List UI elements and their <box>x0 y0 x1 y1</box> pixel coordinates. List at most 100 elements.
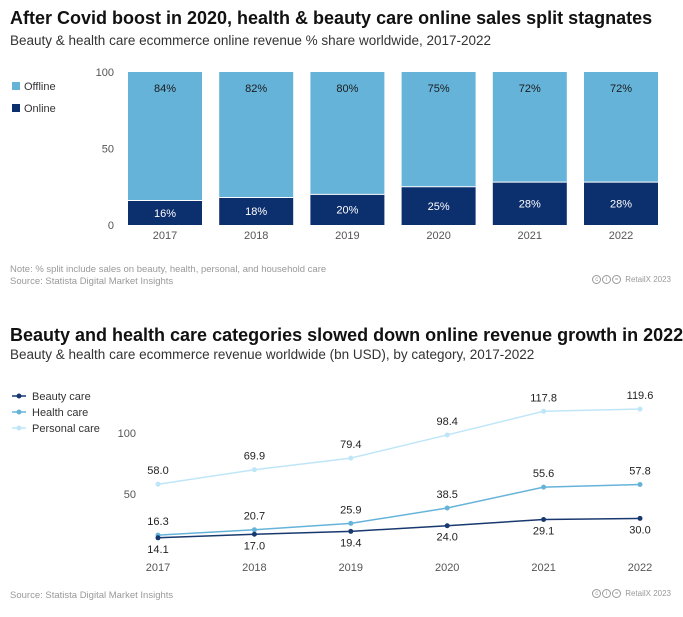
legend-label-offline: Offline <box>24 81 56 93</box>
bar-online <box>492 182 567 225</box>
bar-offline <box>310 72 385 195</box>
data-label-health: 16.3 <box>147 516 168 528</box>
point-personal <box>444 432 450 438</box>
chart2-brand: c i = RetailX 2023 <box>592 589 671 598</box>
point-personal <box>155 481 161 487</box>
data-label-health: 20.7 <box>244 511 265 523</box>
y-tick-label: 100 <box>96 67 114 79</box>
x-tick-label: 2017 <box>153 230 177 242</box>
x-tick-label: 2018 <box>244 230 268 242</box>
data-label-beauty: 29.1 <box>533 525 554 537</box>
chart1-subtitle: Beauty & health care ecommerce online re… <box>10 33 492 48</box>
legend-label-personal: Personal care <box>32 423 100 435</box>
series-line-beauty <box>157 517 641 539</box>
data-label-offline: 84% <box>154 83 176 95</box>
data-label-beauty: 30.0 <box>629 524 650 536</box>
bar-offline <box>401 72 476 187</box>
data-label-personal: 98.4 <box>436 416 457 428</box>
bar-online <box>128 200 202 225</box>
data-label-health: 57.8 <box>629 465 650 477</box>
data-label-online: 20% <box>336 205 358 217</box>
bar-offline <box>492 72 567 183</box>
data-label-personal: 119.6 <box>627 390 654 402</box>
chart1-bar-chart: Offline Online 0 50 100 84% 16% 2017 82% 18% 2018 8… <box>12 67 658 242</box>
data-label-personal: 69.9 <box>244 451 265 463</box>
point-beauty <box>637 515 643 521</box>
creative-commons-icon: c i = <box>592 275 622 284</box>
x-tick-label: 2018 <box>242 562 266 574</box>
data-label-beauty: 24.0 <box>436 532 457 544</box>
chart1-note: Note: % split include sales on beauty, h… <box>10 264 327 275</box>
data-label-personal: 58.0 <box>147 465 168 477</box>
point-personal <box>637 406 643 412</box>
bar-offline <box>584 72 658 183</box>
chart1-title: After Covid boost in 2020, health & beau… <box>10 8 653 28</box>
data-label-online: 16% <box>154 208 176 220</box>
legend-marker-personal <box>16 425 22 431</box>
bar-offline <box>219 72 294 198</box>
bar-offline <box>128 72 202 201</box>
legend-label-beauty: Beauty care <box>32 391 91 403</box>
y-tick-label: 50 <box>102 144 114 156</box>
data-label-online: 28% <box>610 199 632 211</box>
data-label-health: 55.6 <box>533 468 554 480</box>
legend-label-health: Health care <box>32 407 88 419</box>
point-beauty <box>251 531 257 537</box>
chart2-brand-label: RetailX 2023 <box>625 589 671 598</box>
bar-online <box>401 186 476 225</box>
point-health <box>348 520 354 526</box>
data-label-offline: 80% <box>336 83 358 95</box>
x-tick-label: 2022 <box>609 230 633 242</box>
x-tick-label: 2017 <box>146 562 170 574</box>
point-personal <box>541 408 547 414</box>
data-label-beauty: 19.4 <box>340 537 361 549</box>
data-label-personal: 117.8 <box>530 392 557 404</box>
chart2-subtitle: Beauty & health care ecommerce revenue w… <box>10 347 535 362</box>
data-label-personal: 79.4 <box>340 439 361 451</box>
legend-marker-health <box>16 409 22 415</box>
x-tick-label: 2022 <box>628 562 652 574</box>
legend-marker-beauty <box>16 393 22 399</box>
legend-label-online: Online <box>24 103 56 115</box>
creative-commons-icon: c i = <box>592 589 622 598</box>
point-health <box>637 481 643 487</box>
bar-online <box>584 182 658 225</box>
data-label-online: 18% <box>245 206 267 218</box>
x-tick-label: 2021 <box>531 562 555 574</box>
series-line-personal <box>157 408 641 485</box>
series-line-health <box>157 483 641 536</box>
point-personal <box>348 455 354 461</box>
x-tick-label: 2021 <box>518 230 542 242</box>
y-tick-label: 50 <box>124 489 136 501</box>
data-label-online: 25% <box>428 201 450 213</box>
bar-online <box>219 197 294 225</box>
data-label-health: 25.9 <box>340 504 361 516</box>
y-tick-label: 0 <box>108 220 114 232</box>
data-label-offline: 75% <box>428 83 450 95</box>
chart1-source: Source: Statista Digital Market Insights <box>10 276 174 287</box>
point-health <box>541 484 547 490</box>
point-beauty <box>348 528 354 534</box>
chart1-brand-label: RetailX 2023 <box>625 275 671 284</box>
data-label-beauty: 14.1 <box>147 544 168 556</box>
x-tick-label: 2019 <box>339 562 363 574</box>
data-label-online: 28% <box>519 199 541 211</box>
data-label-offline: 72% <box>610 83 632 95</box>
legend-swatch-offline <box>12 82 20 90</box>
point-health <box>444 505 450 511</box>
data-label-health: 38.5 <box>436 489 457 501</box>
point-personal <box>251 467 257 473</box>
bar-online <box>310 194 385 225</box>
chart1-brand: c i = RetailX 2023 <box>592 275 671 284</box>
x-tick-label: 2020 <box>426 230 450 242</box>
data-label-offline: 72% <box>519 83 541 95</box>
y-tick-label: 100 <box>118 428 136 440</box>
x-tick-label: 2020 <box>435 562 459 574</box>
x-tick-label: 2019 <box>335 230 359 242</box>
data-label-offline: 82% <box>245 83 267 95</box>
point-beauty <box>444 523 450 529</box>
chart2-title: Beauty and health care categories slowed… <box>10 325 683 345</box>
point-beauty <box>541 516 547 522</box>
chart2-source: Source: Statista Digital Market Insights <box>10 590 174 601</box>
point-health <box>251 527 257 533</box>
